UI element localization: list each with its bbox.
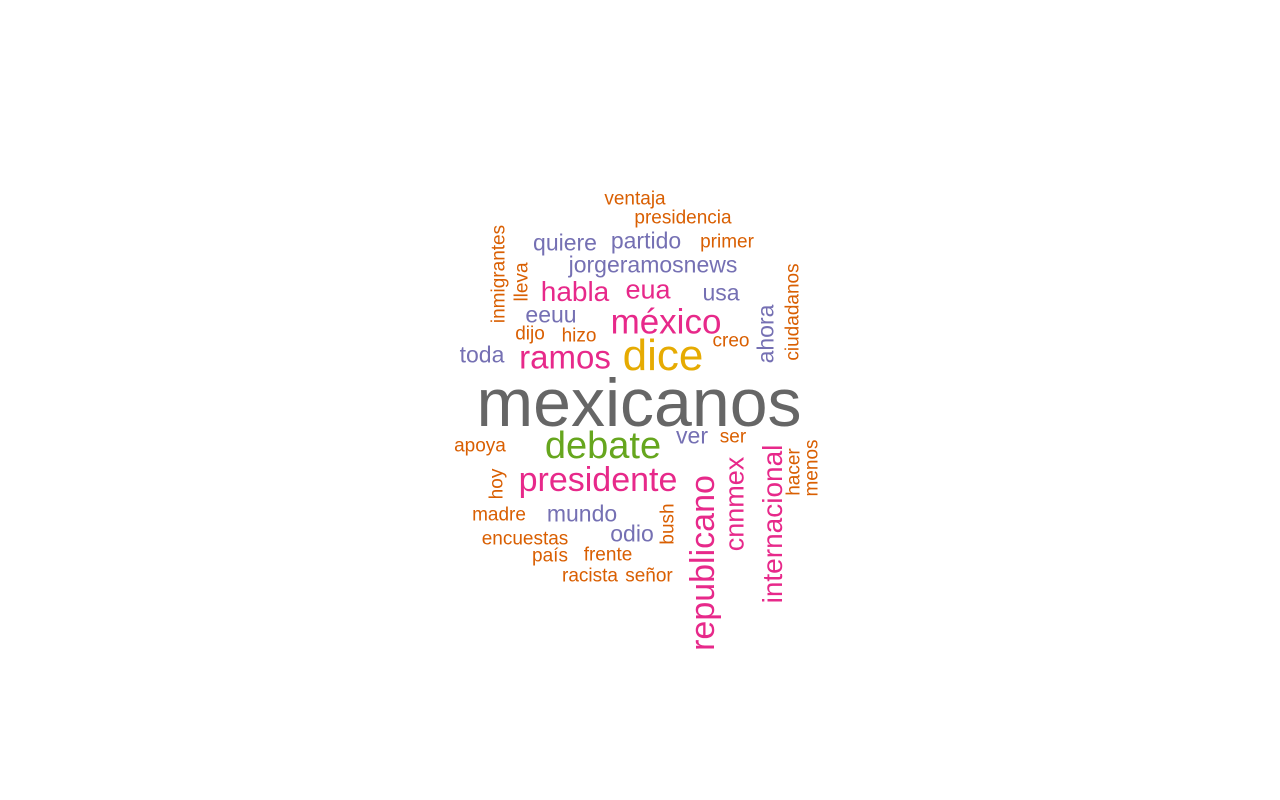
word-republicano: republicano	[684, 475, 722, 651]
word-ser: ser	[719, 426, 747, 448]
word-mundo: mundo	[546, 500, 618, 527]
word-racista: racista	[562, 565, 618, 587]
word-usa: usa	[702, 279, 740, 306]
word-madre: madre	[472, 504, 526, 526]
word-presidencia: presidencia	[634, 207, 732, 229]
word-pais: país	[532, 545, 568, 567]
word-menos: menos	[801, 439, 823, 497]
word-eua: eua	[625, 274, 671, 305]
word-toda: toda	[459, 341, 505, 368]
word-primer: primer	[700, 231, 754, 253]
word-partido: partido	[610, 227, 682, 254]
word-dijo: dijo	[515, 323, 545, 345]
word-cnnmex: cnnmex	[719, 456, 750, 552]
word-creo: creo	[712, 330, 750, 352]
word-eeuu: eeuu	[525, 301, 577, 328]
word-odio: odio	[610, 520, 654, 547]
word-encuestas: encuestas	[481, 528, 569, 550]
word-ahora: ahora	[752, 304, 779, 364]
word-ventaja: ventaja	[604, 188, 666, 210]
word-quiere: quiere	[533, 229, 597, 256]
word-dice: dice	[622, 331, 704, 380]
word-ciudadanos: ciudadanos	[782, 263, 804, 361]
word-hizo: hizo	[561, 325, 597, 347]
word-mexicanos: mexicanos	[476, 365, 802, 441]
word-presidente: presidente	[518, 461, 678, 499]
word-inmigrantes: inmigrantes	[488, 224, 510, 324]
word-ver: ver	[676, 422, 708, 449]
word-apoya: apoya	[454, 435, 506, 457]
word-habla: habla	[540, 276, 610, 307]
word-mexico: méxico	[610, 302, 722, 342]
word-ramos: ramos	[519, 338, 611, 376]
word-senor: señor	[625, 565, 673, 587]
word-frente: frente	[583, 544, 633, 566]
word-jorgeramosnews: jorgeramosnews	[568, 251, 738, 278]
word-hoy: hoy	[486, 468, 508, 500]
word-lleva: lleva	[511, 262, 533, 302]
word-bush: bush	[657, 503, 679, 545]
word-debate: debate	[544, 425, 662, 467]
